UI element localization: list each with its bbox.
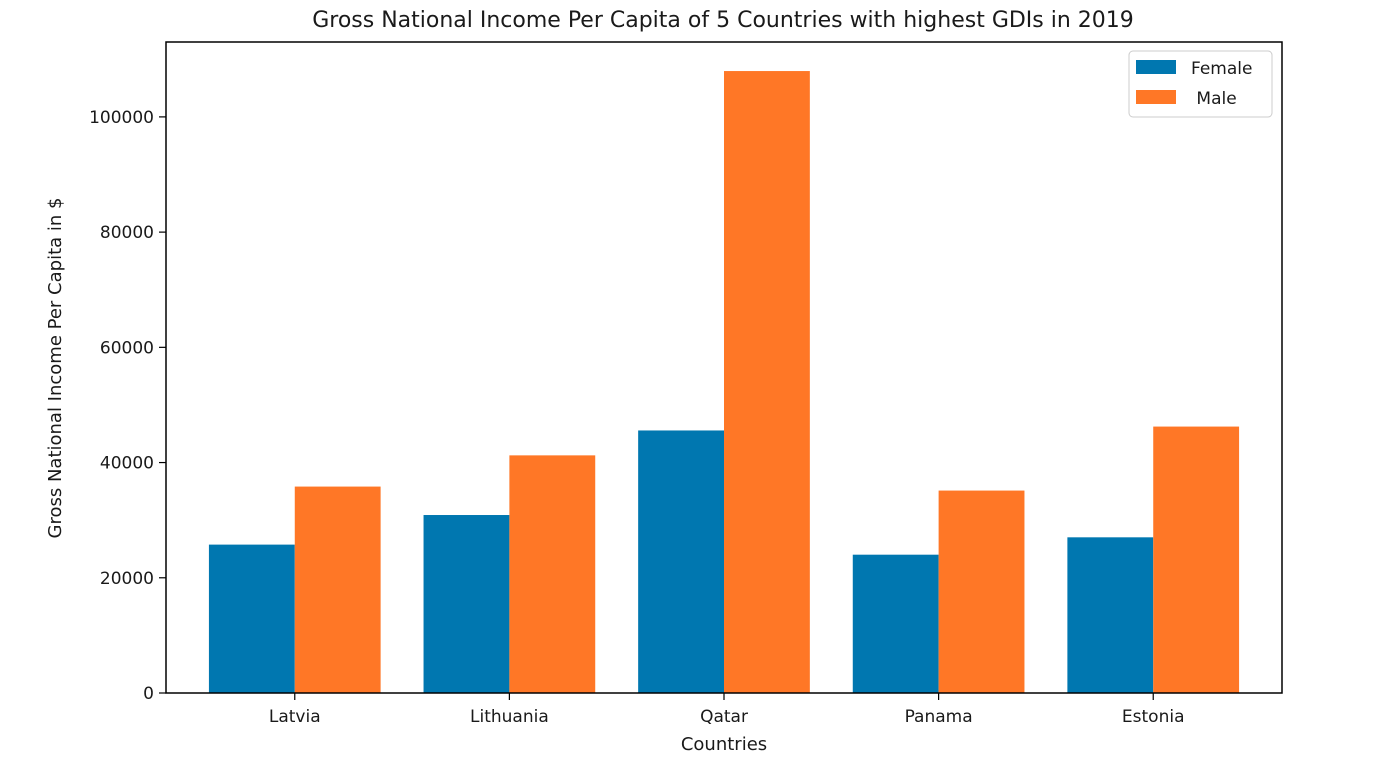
y-tick-label: 80000: [100, 223, 154, 243]
x-axis-label: Countries: [681, 734, 767, 755]
bar-male-latvia: [294, 486, 381, 693]
bar-male-panama: [938, 490, 1025, 693]
bar-female-qatar: [638, 430, 724, 693]
bar-female-panama: [852, 554, 939, 693]
legend-swatch-male: [1136, 90, 1176, 104]
y-tick-label: 20000: [100, 569, 154, 589]
y-tick-label: 100000: [89, 108, 154, 128]
y-tick-label: 0: [143, 684, 154, 704]
bar-female-latvia: [208, 544, 295, 693]
x-tick-label-lithuania: Lithuania: [470, 707, 549, 727]
chart-title: Gross National Income Per Capita of 5 Co…: [312, 8, 1134, 33]
x-tick-label-estonia: Estonia: [1122, 707, 1185, 727]
y-axis-label: Gross National Income Per Capita in $: [45, 198, 66, 539]
x-tick-label-qatar: Qatar: [700, 707, 748, 727]
x-tick-label-panama: Panama: [905, 707, 973, 727]
legend-label-female: Female: [1191, 59, 1252, 79]
legend: Female Male: [1128, 50, 1273, 118]
bar-male-qatar: [724, 71, 810, 694]
y-axis: 0 20000 40000 60000 80000 100000: [89, 108, 166, 704]
x-axis: Latvia Lithuania Qatar Panama Estonia: [269, 693, 1185, 727]
bar-female-lithuania: [423, 515, 510, 693]
y-tick-label: 40000: [100, 454, 154, 474]
x-tick-label-latvia: Latvia: [269, 707, 321, 727]
bar-male-estonia: [1153, 426, 1240, 693]
bar-male-lithuania: [509, 455, 596, 693]
legend-swatch-female: [1136, 60, 1176, 74]
legend-label-male: Male: [1191, 89, 1237, 109]
y-tick-label: 60000: [100, 338, 154, 358]
bar-female-estonia: [1067, 537, 1154, 693]
plot-area: [208, 71, 1240, 694]
